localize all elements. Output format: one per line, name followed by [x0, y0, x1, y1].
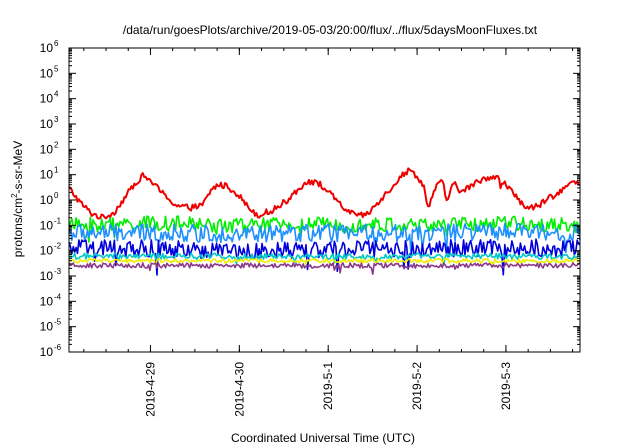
y-tick-exponent: -2: [54, 242, 62, 251]
y-axis: 10 -610 -510 -410 -310 -210 -110 010 110 210 310 41…: [40, 39, 580, 359]
y-tick-label: 10: [40, 142, 54, 156]
x-tick-label: 2019-4-29: [143, 362, 157, 417]
y-tick-base: 10: [40, 294, 54, 308]
chart-title: /data/run/goesPlots/archive/2019-05-03/2…: [123, 23, 538, 37]
y-tick-exponent: 6: [54, 39, 59, 48]
y-tick-base: 10: [40, 41, 54, 55]
y-tick-base: 10: [40, 218, 54, 232]
y-tick-label: 10: [40, 168, 54, 182]
y-tick-label: 10: [40, 117, 54, 131]
plot-frame: [68, 47, 581, 353]
y-tick-label: 10: [40, 320, 54, 334]
y-tick-exponent: 0: [54, 191, 59, 200]
y-tick-base: 10: [40, 117, 54, 131]
series-line: [68, 252, 581, 266]
y-tick-label: 10: [40, 345, 54, 359]
y-tick-label: 10: [40, 41, 54, 55]
series-line: [68, 167, 581, 220]
y-tick-base: 10: [40, 320, 54, 334]
x-tick-label: 2019-5-1: [321, 362, 335, 410]
y-tick-label: 10: [40, 218, 54, 232]
y-tick-label: 10: [40, 244, 54, 258]
y-tick-base: 10: [40, 168, 54, 182]
y-axis-label: protons/cm2-s-sr-MeV: [10, 141, 25, 257]
y-tick-exponent: 1: [54, 166, 59, 175]
series-line: [68, 222, 581, 256]
y-axis-label-base: protons/cm: [11, 198, 25, 257]
y-tick-exponent: 5: [54, 64, 59, 73]
y-tick-exponent: 2: [54, 140, 59, 149]
series-line: [68, 257, 581, 267]
y-tick-base: 10: [40, 66, 54, 80]
series-line: [68, 262, 581, 275]
x-tick-label: 2019-5-2: [410, 362, 424, 410]
y-tick-base: 10: [40, 244, 54, 258]
y-tick-base: 10: [40, 92, 54, 106]
y-axis-label-rest: -s-sr-MeV: [11, 141, 25, 194]
y-tick-label: 10: [40, 66, 54, 80]
y-tick-exponent: -5: [54, 318, 62, 327]
y-tick-exponent: 4: [54, 90, 59, 99]
x-axis-label: Coordinated Universal Time (UTC): [231, 431, 415, 445]
y-tick-label: 10: [40, 193, 54, 207]
y-tick-base: 10: [40, 269, 54, 283]
y-tick-label: 10: [40, 269, 54, 283]
y-tick-label: 10: [40, 92, 54, 106]
y-tick-exponent: -1: [54, 216, 62, 225]
series-layer: [68, 167, 581, 276]
series-line: [68, 215, 581, 243]
x-axis: 2019-4-29 2019-4-30 2019-5-1 2019-5-2 2019-5…: [83, 48, 574, 417]
y-tick-exponent: -6: [54, 343, 62, 352]
y-tick-exponent: 3: [54, 115, 59, 124]
y-tick-label: 10: [40, 294, 54, 308]
y-tick-exponent: -4: [54, 292, 62, 301]
y-tick-base: 10: [40, 142, 54, 156]
y-axis-label-exponent: 2: [10, 193, 19, 198]
y-tick-base: 10: [40, 345, 54, 359]
x-tick-label: 2019-4-30: [232, 362, 246, 417]
x-tick-label: 2019-5-3: [499, 362, 513, 410]
y-tick-base: 10: [40, 193, 54, 207]
y-tick-exponent: -3: [54, 267, 62, 276]
